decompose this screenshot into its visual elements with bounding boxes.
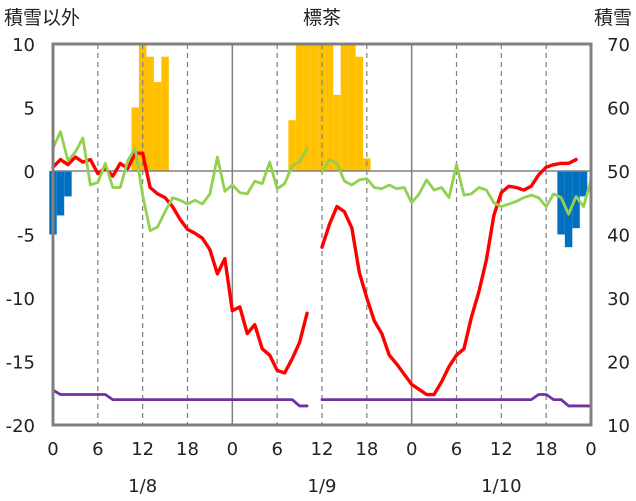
y-right-tick-5: 20 bbox=[607, 353, 630, 374]
x-tick-11: 18 bbox=[535, 439, 558, 460]
bar-s0-13 bbox=[348, 44, 356, 171]
line-s1-seg0 bbox=[51, 130, 309, 233]
x-tick-3: 18 bbox=[176, 439, 199, 460]
x-tick-7: 18 bbox=[355, 439, 378, 460]
bars-layer bbox=[49, 44, 588, 248]
x-tick-6: 12 bbox=[311, 439, 334, 460]
bar-s0-14 bbox=[355, 56, 364, 172]
plot-frame bbox=[51, 42, 593, 427]
y-right-tick-4: 30 bbox=[607, 289, 630, 310]
line-s2-seg0 bbox=[51, 388, 309, 408]
x-tick-9: 6 bbox=[451, 439, 462, 460]
y-right-tick-2: 50 bbox=[607, 162, 630, 183]
y-left-tick-2: 0 bbox=[24, 162, 35, 183]
lines-layer bbox=[51, 130, 593, 408]
bar-s0-7 bbox=[303, 44, 311, 171]
bar-s1-6 bbox=[579, 171, 588, 197]
bar-s1-1 bbox=[56, 171, 65, 216]
bar-s0-4 bbox=[161, 56, 169, 172]
x-tick-0: 0 bbox=[47, 439, 58, 460]
bar-s1-4 bbox=[564, 171, 573, 248]
x-tick-12: 0 bbox=[585, 439, 596, 460]
line-s2-seg1 bbox=[320, 393, 593, 408]
x-tick-5: 6 bbox=[271, 439, 282, 460]
bar-s1-3 bbox=[557, 171, 565, 235]
bar-s0-12 bbox=[340, 44, 349, 171]
bar-s0-0 bbox=[131, 107, 139, 171]
y-left-tick-0: 10 bbox=[12, 35, 35, 56]
x-tick-8: 0 bbox=[406, 439, 417, 460]
bar-s0-6 bbox=[295, 44, 304, 171]
bar-s1-2 bbox=[64, 171, 72, 197]
x-tick-4: 0 bbox=[227, 439, 238, 460]
bar-s0-5 bbox=[288, 120, 296, 171]
y-right-tick-3: 40 bbox=[607, 226, 630, 247]
right-axis-title: 積雪 bbox=[594, 7, 632, 29]
y-left-tick-4: -10 bbox=[6, 289, 35, 310]
line-s1-seg1 bbox=[320, 158, 593, 216]
x-tick-1: 6 bbox=[92, 439, 103, 460]
y-left-tick-6: -20 bbox=[6, 416, 35, 437]
bar-s0-2 bbox=[146, 56, 154, 172]
plot-border bbox=[51, 42, 593, 427]
bar-s0-11 bbox=[333, 94, 341, 171]
bar-s0-3 bbox=[153, 82, 162, 171]
y-left-tick-1: 5 bbox=[24, 99, 35, 120]
y-right-tick-1: 60 bbox=[607, 99, 630, 120]
date-label-0: 1/8 bbox=[128, 476, 157, 497]
date-label-2: 1/10 bbox=[481, 476, 521, 497]
line-s0-seg0 bbox=[51, 151, 309, 375]
bar-s0-8 bbox=[310, 44, 319, 171]
grid-layer bbox=[53, 44, 591, 425]
y-right-tick-0: 70 bbox=[607, 35, 630, 56]
x-tick-10: 12 bbox=[490, 439, 513, 460]
left-axis-title: 積雪以外 bbox=[4, 7, 80, 29]
line-s0-seg1 bbox=[320, 157, 578, 397]
y-left-tick-3: -5 bbox=[17, 226, 35, 247]
y-right-tick-6: 10 bbox=[607, 416, 630, 437]
chart-title: 標茶 bbox=[303, 7, 341, 29]
x-tick-2: 12 bbox=[131, 439, 154, 460]
date-label-1: 1/9 bbox=[308, 476, 337, 497]
y-left-tick-5: -15 bbox=[6, 353, 35, 374]
bar-s0-10 bbox=[325, 44, 334, 171]
